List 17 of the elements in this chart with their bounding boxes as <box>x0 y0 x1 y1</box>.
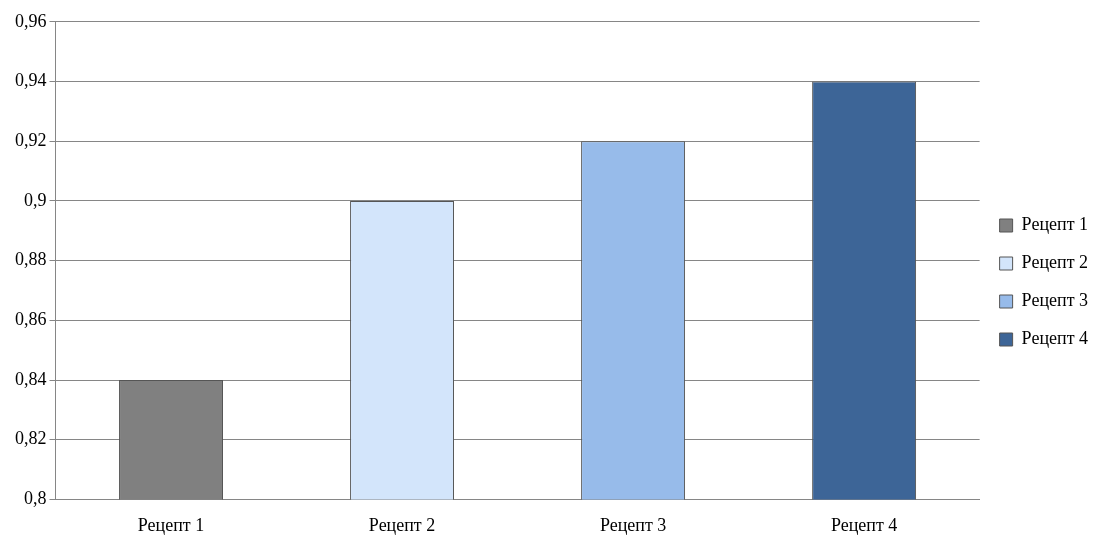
x-tick-label: Рецепт 2 <box>368 514 436 535</box>
x-tick-label: Рецепт 4 <box>830 514 898 535</box>
y-tick-label: 0,84 <box>15 368 47 389</box>
y-tick-label: 0,94 <box>15 70 47 91</box>
legend-label: Рецепт 2 <box>1021 252 1089 273</box>
y-tick-label: 0,88 <box>15 249 47 270</box>
y-tick-label: 0,8 <box>24 488 47 509</box>
y-tick-label: 0,82 <box>15 428 47 449</box>
legend-label: Рецепт 1 <box>1021 214 1089 235</box>
legend-label: Рецепт 4 <box>1021 328 1089 349</box>
legend-label: Рецепт 3 <box>1021 290 1089 311</box>
x-tick-label: Рецепт 3 <box>599 514 667 535</box>
y-tick-label: 0,92 <box>15 129 47 150</box>
y-tick-label: 0,9 <box>24 189 47 210</box>
x-tick-label: Рецепт 1 <box>137 514 205 535</box>
y-tick-label: 0,86 <box>15 309 47 330</box>
y-tick-label: 0,96 <box>15 10 47 31</box>
